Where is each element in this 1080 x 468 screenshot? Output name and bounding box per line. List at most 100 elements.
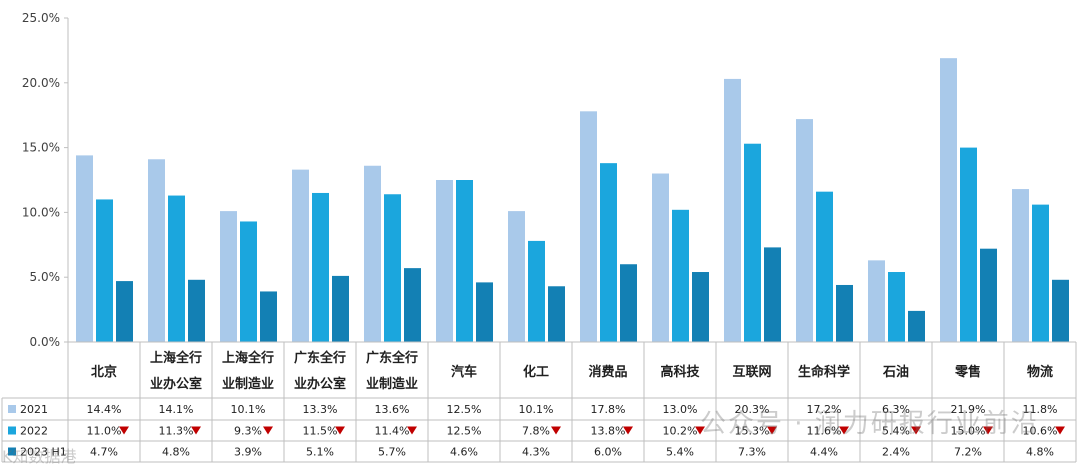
data-label: 14.4% [87, 403, 122, 416]
data-label: 10.2% [663, 425, 698, 438]
data-label: 5.4% [882, 425, 910, 438]
bar [456, 180, 473, 342]
data-label: 7.8% [522, 425, 550, 438]
data-label: 4.3% [522, 446, 550, 459]
data-label: 4.8% [1026, 446, 1054, 459]
data-label: 4.6% [450, 446, 478, 459]
bar [940, 58, 957, 343]
data-label: 10.6% [1023, 425, 1058, 438]
category-label: 上海全行业制造业 [222, 350, 274, 392]
decrease-arrow-icon [1055, 426, 1065, 435]
bar [312, 192, 329, 342]
category-label: 互联网 [732, 365, 771, 380]
bar [476, 282, 493, 342]
y-tick-label: 20.0% [22, 76, 60, 90]
bar [908, 310, 925, 342]
data-label: 7.2% [954, 446, 982, 459]
decrease-arrow-icon [623, 426, 633, 435]
data-label: 2.4% [882, 446, 910, 459]
bar [620, 264, 637, 342]
category-label: 石油 [882, 364, 909, 380]
bar [960, 147, 977, 342]
data-label: 14.1% [159, 403, 194, 416]
decrease-arrow-icon [839, 426, 849, 435]
bar [868, 260, 885, 342]
bar [888, 272, 905, 342]
bar [168, 195, 185, 342]
decrease-arrow-icon [263, 426, 273, 435]
category-label: 物流 [1027, 364, 1053, 380]
bar [76, 155, 93, 342]
legend-swatch [8, 426, 16, 435]
decrease-arrow-icon [335, 426, 345, 435]
bar [764, 247, 781, 342]
bar [292, 169, 309, 342]
series-2 [116, 247, 1069, 342]
y-tick-label: 10.0% [22, 205, 60, 219]
decrease-arrow-icon [911, 426, 921, 435]
category-label: 零售 [954, 364, 981, 380]
bar [508, 211, 525, 342]
category-label: 高科技 [660, 364, 700, 380]
decrease-arrow-icon [767, 426, 777, 435]
category-label: 汽车 [451, 364, 477, 380]
bar [692, 272, 709, 342]
data-label: 11.5% [303, 425, 338, 438]
category-label: 广东全行业制造业 [366, 350, 418, 392]
data-label: 10.1% [231, 403, 266, 416]
bar [220, 211, 237, 342]
data-label: 3.9% [234, 446, 262, 459]
legend-label: 2022 [20, 425, 48, 438]
category-label: 广东全行业办公室 [294, 350, 346, 392]
data-label: 11.0% [87, 425, 122, 438]
data-label: 13.0% [663, 403, 698, 416]
decrease-arrow-icon [551, 426, 561, 435]
legend-label: 2021 [20, 403, 48, 416]
data-label: 4.8% [162, 446, 190, 459]
bar [1052, 279, 1069, 342]
bar [188, 279, 205, 342]
data-label: 11.6% [807, 425, 842, 438]
legend-swatch [8, 405, 16, 413]
data-label: 4.7% [90, 446, 118, 459]
bar [1012, 189, 1029, 342]
data-label: 12.5% [447, 425, 482, 438]
data-label: 13.3% [303, 403, 338, 416]
data-label: 10.1% [519, 403, 554, 416]
bar [384, 194, 401, 342]
bar [652, 173, 669, 342]
bar [548, 286, 565, 342]
category-label: 化工 [523, 364, 549, 380]
legend-swatch [8, 447, 16, 456]
bar [116, 281, 133, 342]
bar [148, 159, 165, 342]
data-label: 13.6% [375, 403, 410, 416]
bar [1032, 204, 1049, 342]
decrease-arrow-icon [119, 426, 129, 435]
decrease-arrow-icon [983, 426, 993, 435]
bar [580, 111, 597, 342]
data-label: 17.2% [807, 403, 842, 416]
category-label: 消费品 [588, 364, 627, 380]
bar [836, 284, 853, 342]
data-label: 15.3% [735, 425, 770, 438]
data-label: 20.3% [735, 403, 770, 416]
bar [260, 291, 277, 342]
data-label: 11.3% [159, 425, 194, 438]
y-tick-label: 0.0% [30, 335, 61, 349]
bar [528, 240, 545, 342]
data-label: 6.3% [882, 403, 910, 416]
decrease-arrow-icon [191, 426, 201, 435]
y-tick-label: 15.0% [22, 141, 60, 155]
bar [240, 221, 257, 342]
data-label: 11.4% [375, 425, 410, 438]
series-0 [76, 58, 1029, 343]
bar [980, 248, 997, 342]
y-axis: 0.0% 5.0% 10.0% 15.0% 20.0% 25.0% [22, 11, 69, 349]
bar [744, 143, 761, 342]
data-label: 12.5% [447, 403, 482, 416]
data-label: 7.3% [738, 446, 766, 459]
category-label: 生命科学 [798, 364, 850, 380]
data-label: 4.4% [810, 446, 838, 459]
y-tick-label: 25.0% [22, 11, 60, 25]
